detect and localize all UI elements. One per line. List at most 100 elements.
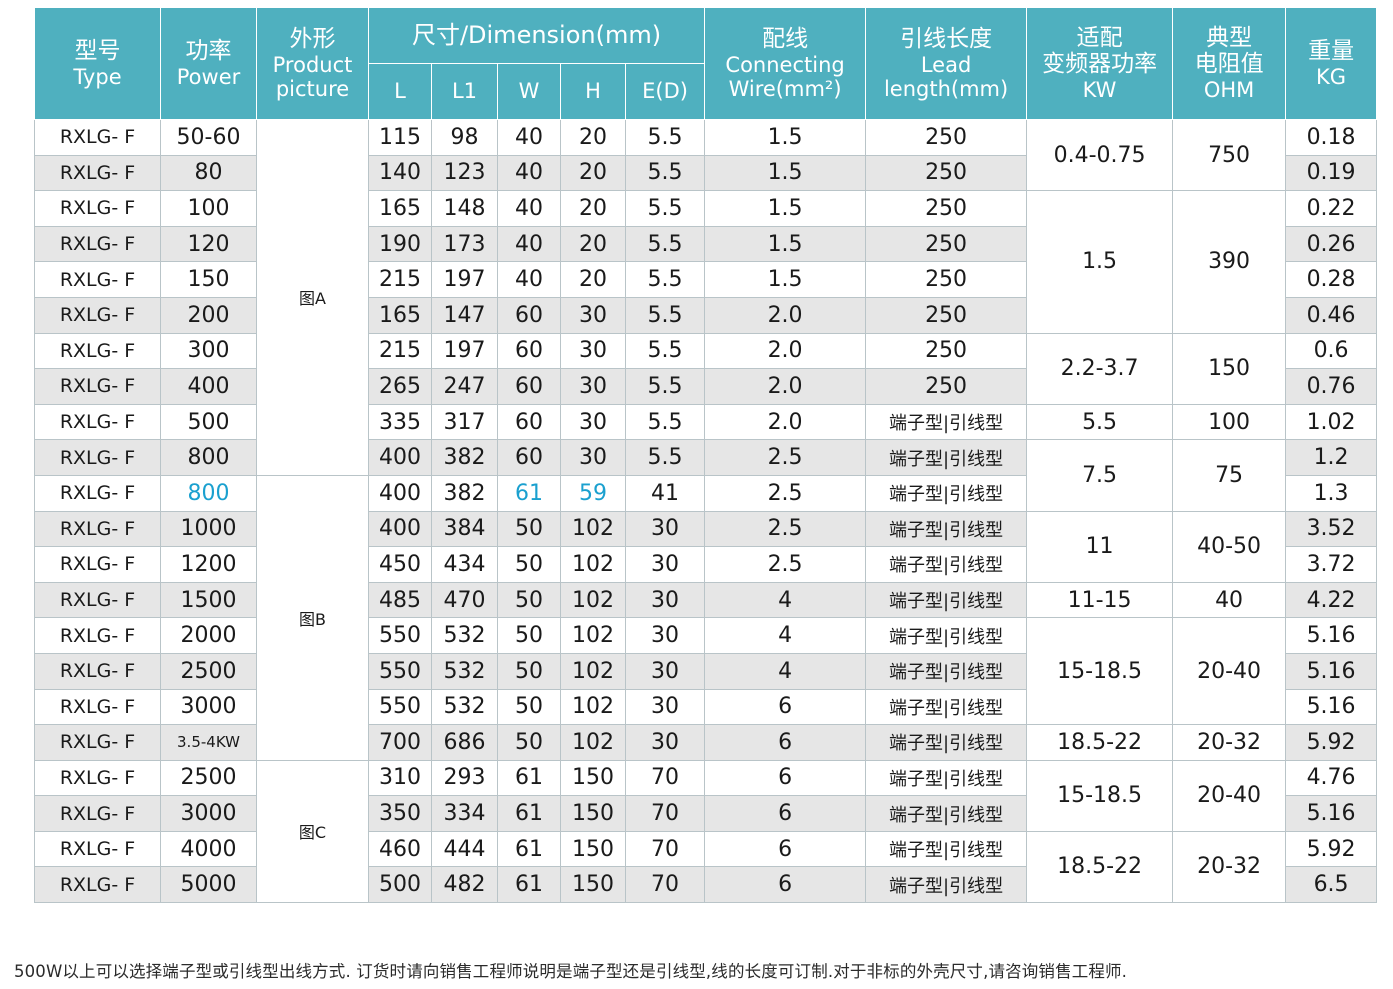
- dim-l1-cell: 482: [431, 866, 498, 904]
- dim-l-cell: 500: [368, 866, 432, 904]
- dim-e-cell: 70: [624, 830, 706, 868]
- spec-table: 型号 Type 功率 Power 外形 Product picture 尺寸/Dimen…: [34, 7, 1378, 904]
- table-body: RXLG- F 50-60 图A 115 98 40 20 5.5 1.5 250 0.4-0.75…: [34, 118, 1378, 904]
- lead-length-cell: 250: [865, 154, 1028, 192]
- lead-length-cell: 端子型|引线型: [865, 581, 1028, 619]
- dim-h-cell: 20: [560, 119, 626, 156]
- wire-cell: 1.5: [704, 225, 867, 263]
- dim-e-cell: 5.5: [624, 225, 706, 263]
- header-dim-h: H: [560, 63, 626, 120]
- dim-l1-cell: 293: [431, 759, 498, 797]
- lead-length-cell: 端子型|引线型: [865, 403, 1028, 441]
- dim-h-cell: 30: [560, 296, 626, 334]
- dim-h-cell: 20: [560, 154, 626, 192]
- resistance-cell: 390: [1172, 190, 1287, 334]
- power-cell: 500: [160, 403, 257, 441]
- dim-h-cell: 102: [560, 546, 626, 583]
- wire-cell: 2.0: [704, 332, 867, 370]
- lead-length-cell: 250: [865, 332, 1028, 370]
- power-cell: 80: [160, 154, 257, 192]
- dim-h-cell: 102: [560, 688, 626, 726]
- dim-w-cell: 60: [497, 403, 561, 441]
- power-cell: 200: [160, 296, 257, 334]
- resistance-cell: 20-32: [1172, 830, 1287, 904]
- wire-cell: 6: [704, 724, 867, 761]
- weight-cell: 5.16: [1285, 652, 1378, 690]
- model-cell: RXLG- F: [34, 190, 161, 227]
- dim-l-cell: 140: [368, 154, 432, 192]
- dim-l1-cell: 382: [431, 439, 498, 476]
- table-row: RXLG- F 800 图B 400 382 61 59 41 2.5 端子型|引线型 1.3: [34, 474, 1378, 761]
- inverter-power-cell: 18.5-22: [1026, 724, 1174, 761]
- model-cell: RXLG- F: [34, 332, 161, 370]
- dim-l-cell: 700: [368, 724, 432, 761]
- header-dim-w: W: [497, 63, 561, 120]
- lead-length-cell: 250: [865, 368, 1028, 405]
- dim-e-cell: 5.5: [624, 190, 706, 227]
- wire-cell: 1.5: [704, 261, 867, 298]
- header-resistance: 典型 电阻值 OHM: [1172, 7, 1287, 120]
- header-dim-l: L: [368, 63, 432, 120]
- weight-cell: 3.52: [1285, 510, 1378, 548]
- dim-l1-cell: 444: [431, 830, 498, 868]
- model-cell: RXLG- F: [34, 724, 161, 761]
- wire-cell: 6: [704, 795, 867, 832]
- weight-cell: 4.22: [1285, 581, 1378, 619]
- model-cell: RXLG- F: [34, 510, 161, 548]
- dim-e-cell: 5.5: [624, 119, 706, 156]
- power-cell: 1500: [160, 581, 257, 619]
- model-cell: RXLG- F: [34, 439, 161, 476]
- product-picture-cell: 图C: [256, 759, 369, 904]
- header-wire: 配线 Connecting Wire(mm²): [704, 7, 867, 120]
- table-row: RXLG- F 120 190 173 40 20 5.5 1.5 250 0.26: [34, 225, 1378, 263]
- dim-e-cell: 5.5: [624, 261, 706, 298]
- model-cell: RXLG- F: [34, 617, 161, 654]
- power-cell: 800: [160, 439, 257, 476]
- table-row: RXLG- F 80 140 123 40 20 5.5 1.5 250 0.19: [34, 154, 1378, 192]
- inverter-power-cell: 15-18.5: [1026, 759, 1174, 832]
- table-row: RXLG- F 3000 350 334 61 150 70 6 端子型|引线型 5.16: [34, 795, 1378, 832]
- wire-cell: 1.5: [704, 154, 867, 192]
- wire-cell: 2.0: [704, 296, 867, 334]
- dim-e-cell: 70: [624, 795, 706, 832]
- weight-cell: 0.18: [1285, 119, 1378, 156]
- wire-cell: 1.5: [704, 190, 867, 227]
- weight-cell: 0.6: [1285, 332, 1378, 370]
- weight-cell: 0.22: [1285, 190, 1378, 227]
- dim-e-cell: 30: [624, 724, 706, 761]
- dim-e-cell: 30: [624, 510, 706, 548]
- dim-w-cell: 61: [497, 866, 561, 904]
- dim-h-cell: 102: [560, 510, 626, 548]
- dim-e-cell: 30: [624, 652, 706, 690]
- dim-h-cell: 102: [560, 581, 626, 619]
- dim-h-cell: 59: [560, 474, 626, 512]
- footnote: 500W以上可以选择端子型或引线型出线方式. 订货时请向销售工程师说明是端子型还…: [14, 962, 1128, 981]
- dim-h-cell: 150: [560, 830, 626, 868]
- table-row: RXLG- F 2500 图C 310 293 61 150 70 6 端子型|引线型 15-18.…: [34, 759, 1378, 904]
- lead-length-cell: 端子型|引线型: [865, 688, 1028, 726]
- lead-length-cell: 端子型|引线型: [865, 617, 1028, 654]
- model-cell: RXLG- F: [34, 403, 161, 441]
- wire-cell: 2.0: [704, 403, 867, 441]
- weight-cell: 5.92: [1285, 724, 1378, 761]
- weight-cell: 0.19: [1285, 154, 1378, 192]
- resistance-cell: 150: [1172, 332, 1287, 405]
- wire-cell: 6: [704, 866, 867, 904]
- table-row: RXLG- F 2000 550 532 50 102 30 4 端子型|引线型 15-18.5 2…: [34, 617, 1378, 726]
- lead-length-cell: 250: [865, 190, 1028, 227]
- dim-l1-cell: 317: [431, 403, 498, 441]
- wire-cell: 4: [704, 652, 867, 690]
- model-cell: RXLG- F: [34, 296, 161, 334]
- power-cell: 3000: [160, 795, 257, 832]
- wire-cell: 4: [704, 581, 867, 619]
- power-cell: 300: [160, 332, 257, 370]
- dim-l1-cell: 98: [431, 119, 498, 156]
- table-row: RXLG- F 500 335 317 60 30 5.5 2.0 端子型|引线型 5.5 100 1…: [34, 403, 1378, 441]
- inverter-power-cell: 7.5: [1026, 439, 1174, 512]
- product-picture-cell: 图A: [256, 119, 369, 476]
- power-cell: 120: [160, 225, 257, 263]
- dim-w-cell: 40: [497, 154, 561, 192]
- dim-l1-cell: 247: [431, 368, 498, 405]
- dim-l1-cell: 197: [431, 261, 498, 298]
- dim-w-cell: 61: [497, 830, 561, 868]
